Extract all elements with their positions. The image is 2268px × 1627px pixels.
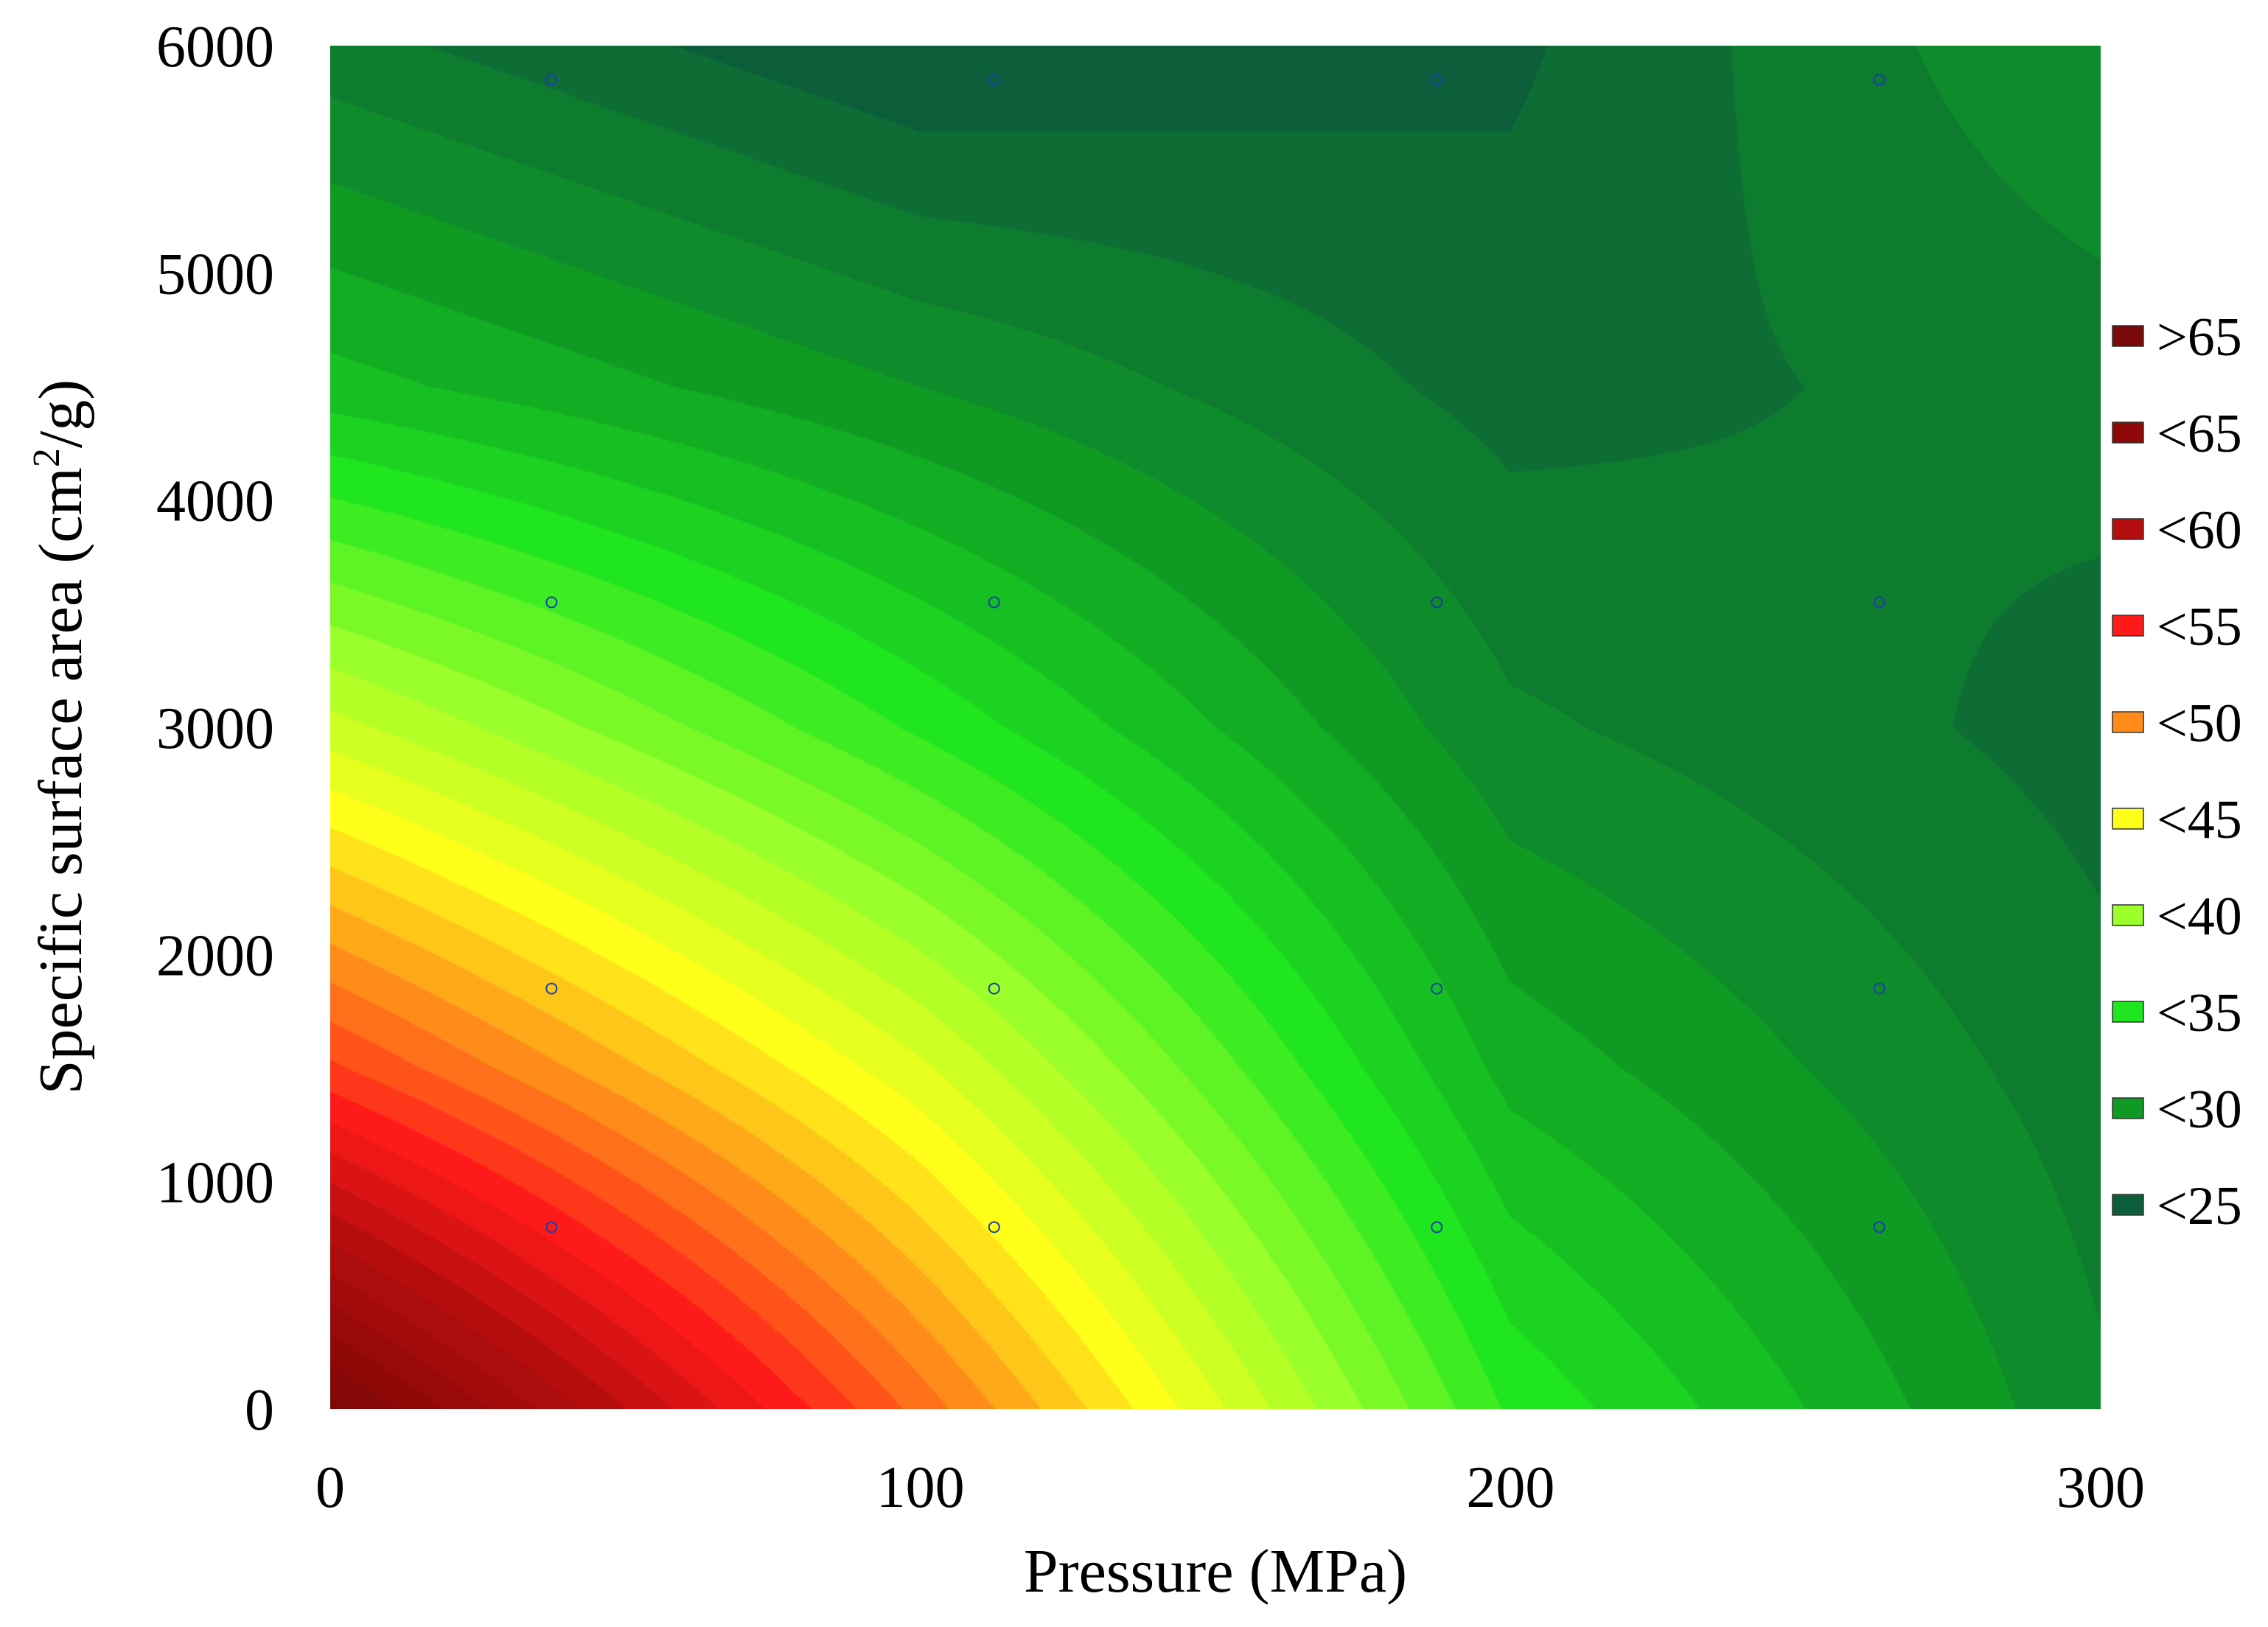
y-axis-label-unit: /g) xyxy=(27,379,95,448)
legend-label: <65 xyxy=(2157,404,2242,464)
legend-swatch xyxy=(2112,518,2144,540)
legend-item: <60 xyxy=(2112,500,2242,561)
legend-swatch xyxy=(2112,325,2144,347)
contour-surface-canvas xyxy=(330,46,2101,1409)
contour-surface xyxy=(330,46,2101,1409)
legend-label: <40 xyxy=(2157,886,2242,947)
design-point xyxy=(1431,1221,1443,1234)
y-tick-label: 2000 xyxy=(156,923,274,988)
plot-area xyxy=(330,46,2101,1409)
design-point xyxy=(988,982,1000,995)
design-point xyxy=(1431,982,1443,995)
legend-item: <35 xyxy=(2112,983,2242,1043)
x-tick-label: 300 xyxy=(2056,1455,2145,1520)
legend-swatch xyxy=(2112,1097,2144,1119)
y-axis-label-main: Specific surface area (cm xyxy=(27,467,95,1094)
legend-label: <55 xyxy=(2157,597,2242,657)
y-tick-label: 6000 xyxy=(156,15,274,80)
design-point xyxy=(545,596,558,609)
legend-item: <65 xyxy=(2112,404,2242,464)
y-tick-label: 1000 xyxy=(156,1151,274,1216)
design-point xyxy=(988,596,1000,609)
y-axis-label-superscript: 2 xyxy=(26,448,68,467)
legend-swatch xyxy=(2112,711,2144,733)
legend-label: <25 xyxy=(2157,1176,2242,1236)
legend-item: >65 xyxy=(2112,307,2242,368)
x-axis-ticks: 0 100 200 300 xyxy=(315,1455,2145,1520)
design-point xyxy=(1873,596,1885,609)
design-point xyxy=(1431,596,1443,609)
legend-label: <30 xyxy=(2157,1080,2242,1140)
design-point xyxy=(545,74,558,86)
design-point xyxy=(1873,74,1885,86)
legend-swatch xyxy=(2112,1194,2144,1216)
design-point xyxy=(1431,74,1443,86)
legend-item: <40 xyxy=(2112,886,2242,947)
legend-swatch xyxy=(2112,421,2144,444)
y-tick-label: 4000 xyxy=(156,469,274,534)
design-point xyxy=(1873,982,1885,995)
legend-item: <30 xyxy=(2112,1080,2242,1140)
y-axis-label: Specific surface area (cm2/g) xyxy=(26,379,95,1094)
legend-item: <55 xyxy=(2112,597,2242,657)
design-point xyxy=(988,1221,1000,1234)
legend-item: <50 xyxy=(2112,693,2242,754)
legend-swatch xyxy=(2112,808,2144,830)
legend-swatch xyxy=(2112,1001,2144,1023)
design-points xyxy=(545,74,1885,1234)
design-point xyxy=(1873,1221,1885,1234)
legend-swatch xyxy=(2112,904,2144,926)
legend-label: <50 xyxy=(2157,693,2242,754)
legend-item: <25 xyxy=(2112,1176,2242,1236)
design-point xyxy=(988,74,1000,86)
design-point xyxy=(545,982,558,995)
x-tick-label: 100 xyxy=(876,1455,965,1520)
legend-label: <60 xyxy=(2157,500,2242,561)
design-point xyxy=(545,1221,558,1234)
y-tick-label: 3000 xyxy=(156,696,274,761)
legend: >65 <65 <60 <55 <50 <45 <40 <35 <30 <25 xyxy=(2112,307,2242,1236)
legend-swatch xyxy=(2112,615,2144,637)
x-tick-label: 200 xyxy=(1466,1455,1555,1520)
legend-label: <35 xyxy=(2157,983,2242,1043)
legend-item: <45 xyxy=(2112,790,2242,850)
y-axis-ticks: 0 1000 2000 3000 4000 5000 6000 xyxy=(156,15,274,1443)
y-tick-label: 5000 xyxy=(156,242,274,307)
y-tick-label: 0 xyxy=(245,1378,274,1443)
x-tick-label: 0 xyxy=(315,1455,345,1520)
legend-label: <45 xyxy=(2157,790,2242,850)
legend-label: >65 xyxy=(2157,307,2242,368)
x-axis-label: Pressure (MPa) xyxy=(1024,1537,1407,1606)
